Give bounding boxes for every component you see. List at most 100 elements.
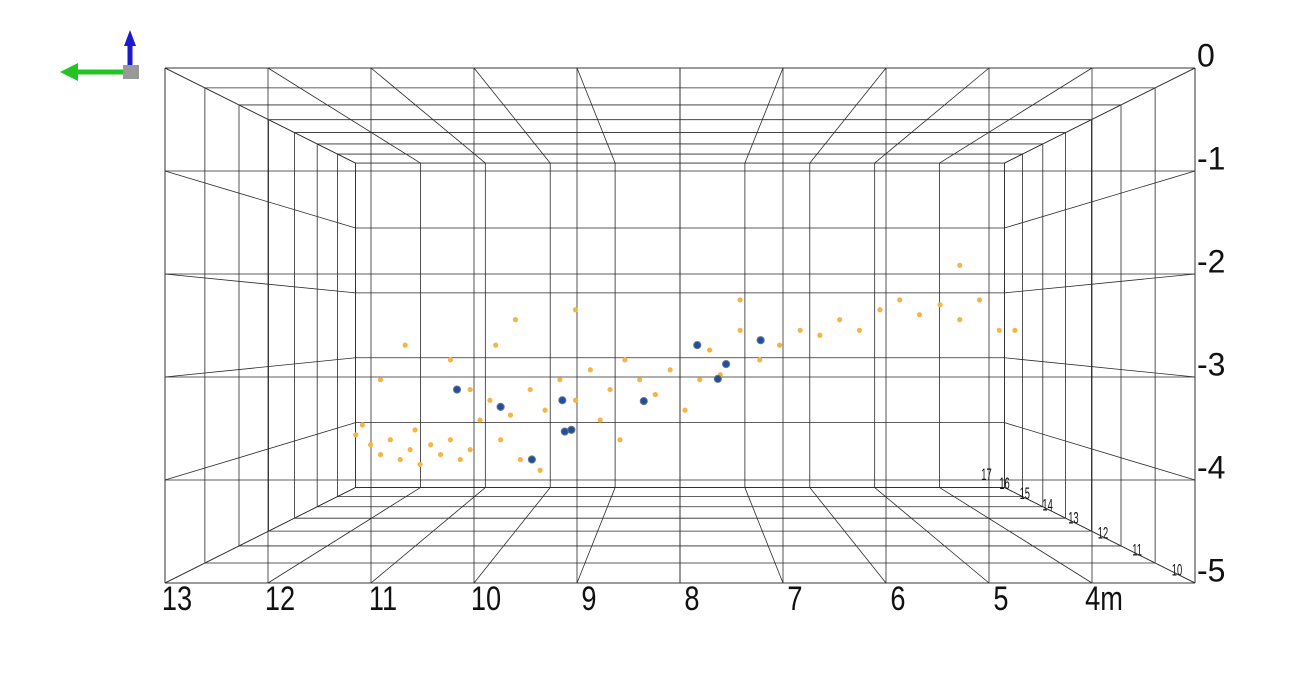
- point: [916, 312, 923, 318]
- grid-line: [874, 487, 990, 584]
- point: [560, 427, 569, 436]
- point: [637, 377, 643, 383]
- point: [639, 397, 648, 406]
- point: [367, 442, 374, 448]
- x-tick-label: 5: [993, 579, 1008, 618]
- grid-line: [1004, 170, 1196, 229]
- grid-line: [809, 487, 887, 584]
- point: [856, 327, 862, 333]
- y-tick-label: 10: [1172, 561, 1183, 580]
- point: [542, 407, 548, 413]
- gizmo-x-head: [60, 63, 78, 81]
- y-tick-label: 17: [981, 465, 991, 484]
- point: [713, 374, 722, 383]
- y-tick-label: 11: [1132, 541, 1142, 560]
- points: [353, 262, 1018, 473]
- point: [757, 357, 763, 363]
- point: [359, 422, 365, 428]
- point: [457, 456, 463, 463]
- point: [937, 302, 943, 308]
- point: [567, 425, 576, 435]
- point: [737, 297, 743, 303]
- z-tick-label: -3: [1197, 346, 1225, 382]
- point: [447, 437, 454, 443]
- grid-line: [939, 487, 1093, 584]
- point: [447, 357, 454, 363]
- grid-line: [370, 67, 486, 164]
- axis-gizmo: [60, 30, 139, 81]
- point: [957, 317, 963, 323]
- point: [437, 451, 444, 458]
- point: [557, 377, 563, 383]
- x-tick-label: 10: [471, 579, 501, 618]
- point: [517, 456, 523, 463]
- point: [797, 327, 803, 333]
- grid-line: [1004, 357, 1196, 378]
- point: [377, 451, 384, 458]
- x-tick-label: 8: [684, 579, 699, 618]
- point: [756, 336, 765, 345]
- point: [667, 367, 673, 373]
- y-tick-label: 13: [1068, 509, 1079, 528]
- grid-line: [1004, 273, 1196, 294]
- point: [957, 262, 963, 268]
- grid-line: [267, 67, 421, 164]
- point: [498, 437, 504, 443]
- point: [452, 385, 462, 394]
- point: [527, 386, 533, 393]
- grid-line: [473, 487, 551, 584]
- y-tick-label: 16: [999, 474, 1010, 493]
- point: [693, 341, 702, 350]
- grid-line: [164, 170, 356, 229]
- grid-line: [164, 422, 356, 481]
- x-tick-label: 6: [890, 579, 905, 618]
- point: [412, 427, 418, 433]
- grid-line: [939, 67, 1093, 164]
- tick-labels: 13 12 11 10 9 8 7 6 5 4m 0 -1 -2 -3 -4 -5 10 11 12 13 14 15 16…: [162, 37, 1226, 617]
- gizmo-origin: [123, 65, 139, 79]
- point: [652, 391, 658, 398]
- y-tick-label: 14: [1042, 496, 1053, 515]
- point: [477, 417, 483, 423]
- point: [721, 359, 731, 369]
- point: [467, 386, 473, 393]
- grid-line: [744, 67, 784, 164]
- z-tick-label: -4: [1197, 449, 1225, 485]
- z-tick-label: -5: [1197, 552, 1225, 588]
- point: [817, 332, 823, 338]
- grid-line: [164, 357, 356, 378]
- point: [607, 386, 613, 393]
- grid-line: [744, 487, 784, 584]
- point: [397, 456, 403, 463]
- point: [617, 437, 623, 443]
- grid: [164, 67, 1196, 584]
- point: [417, 461, 423, 468]
- point: [877, 307, 883, 313]
- x-tick-label: 9: [581, 579, 596, 618]
- z-tick-label: -1: [1197, 140, 1225, 176]
- point: [976, 297, 983, 303]
- point: [737, 327, 743, 333]
- point: [407, 447, 413, 453]
- grid-line: [1004, 487, 1196, 584]
- gizmo-z-head: [124, 30, 136, 46]
- point: [496, 402, 505, 411]
- point: [837, 317, 843, 323]
- point: [1012, 327, 1018, 333]
- point: [996, 327, 1002, 333]
- grid-line: [164, 487, 356, 584]
- point: [402, 342, 408, 348]
- grid-line: [164, 273, 356, 294]
- point: [622, 357, 628, 363]
- point: [776, 342, 783, 348]
- z-tick-label: -2: [1197, 243, 1225, 279]
- point: [897, 297, 903, 303]
- y-tick-label: 15: [1020, 484, 1031, 503]
- z-tick-label: 0: [1197, 37, 1215, 73]
- grid-line: [809, 67, 887, 164]
- point: [558, 396, 567, 405]
- grid-line: [370, 487, 486, 584]
- point: [387, 437, 393, 443]
